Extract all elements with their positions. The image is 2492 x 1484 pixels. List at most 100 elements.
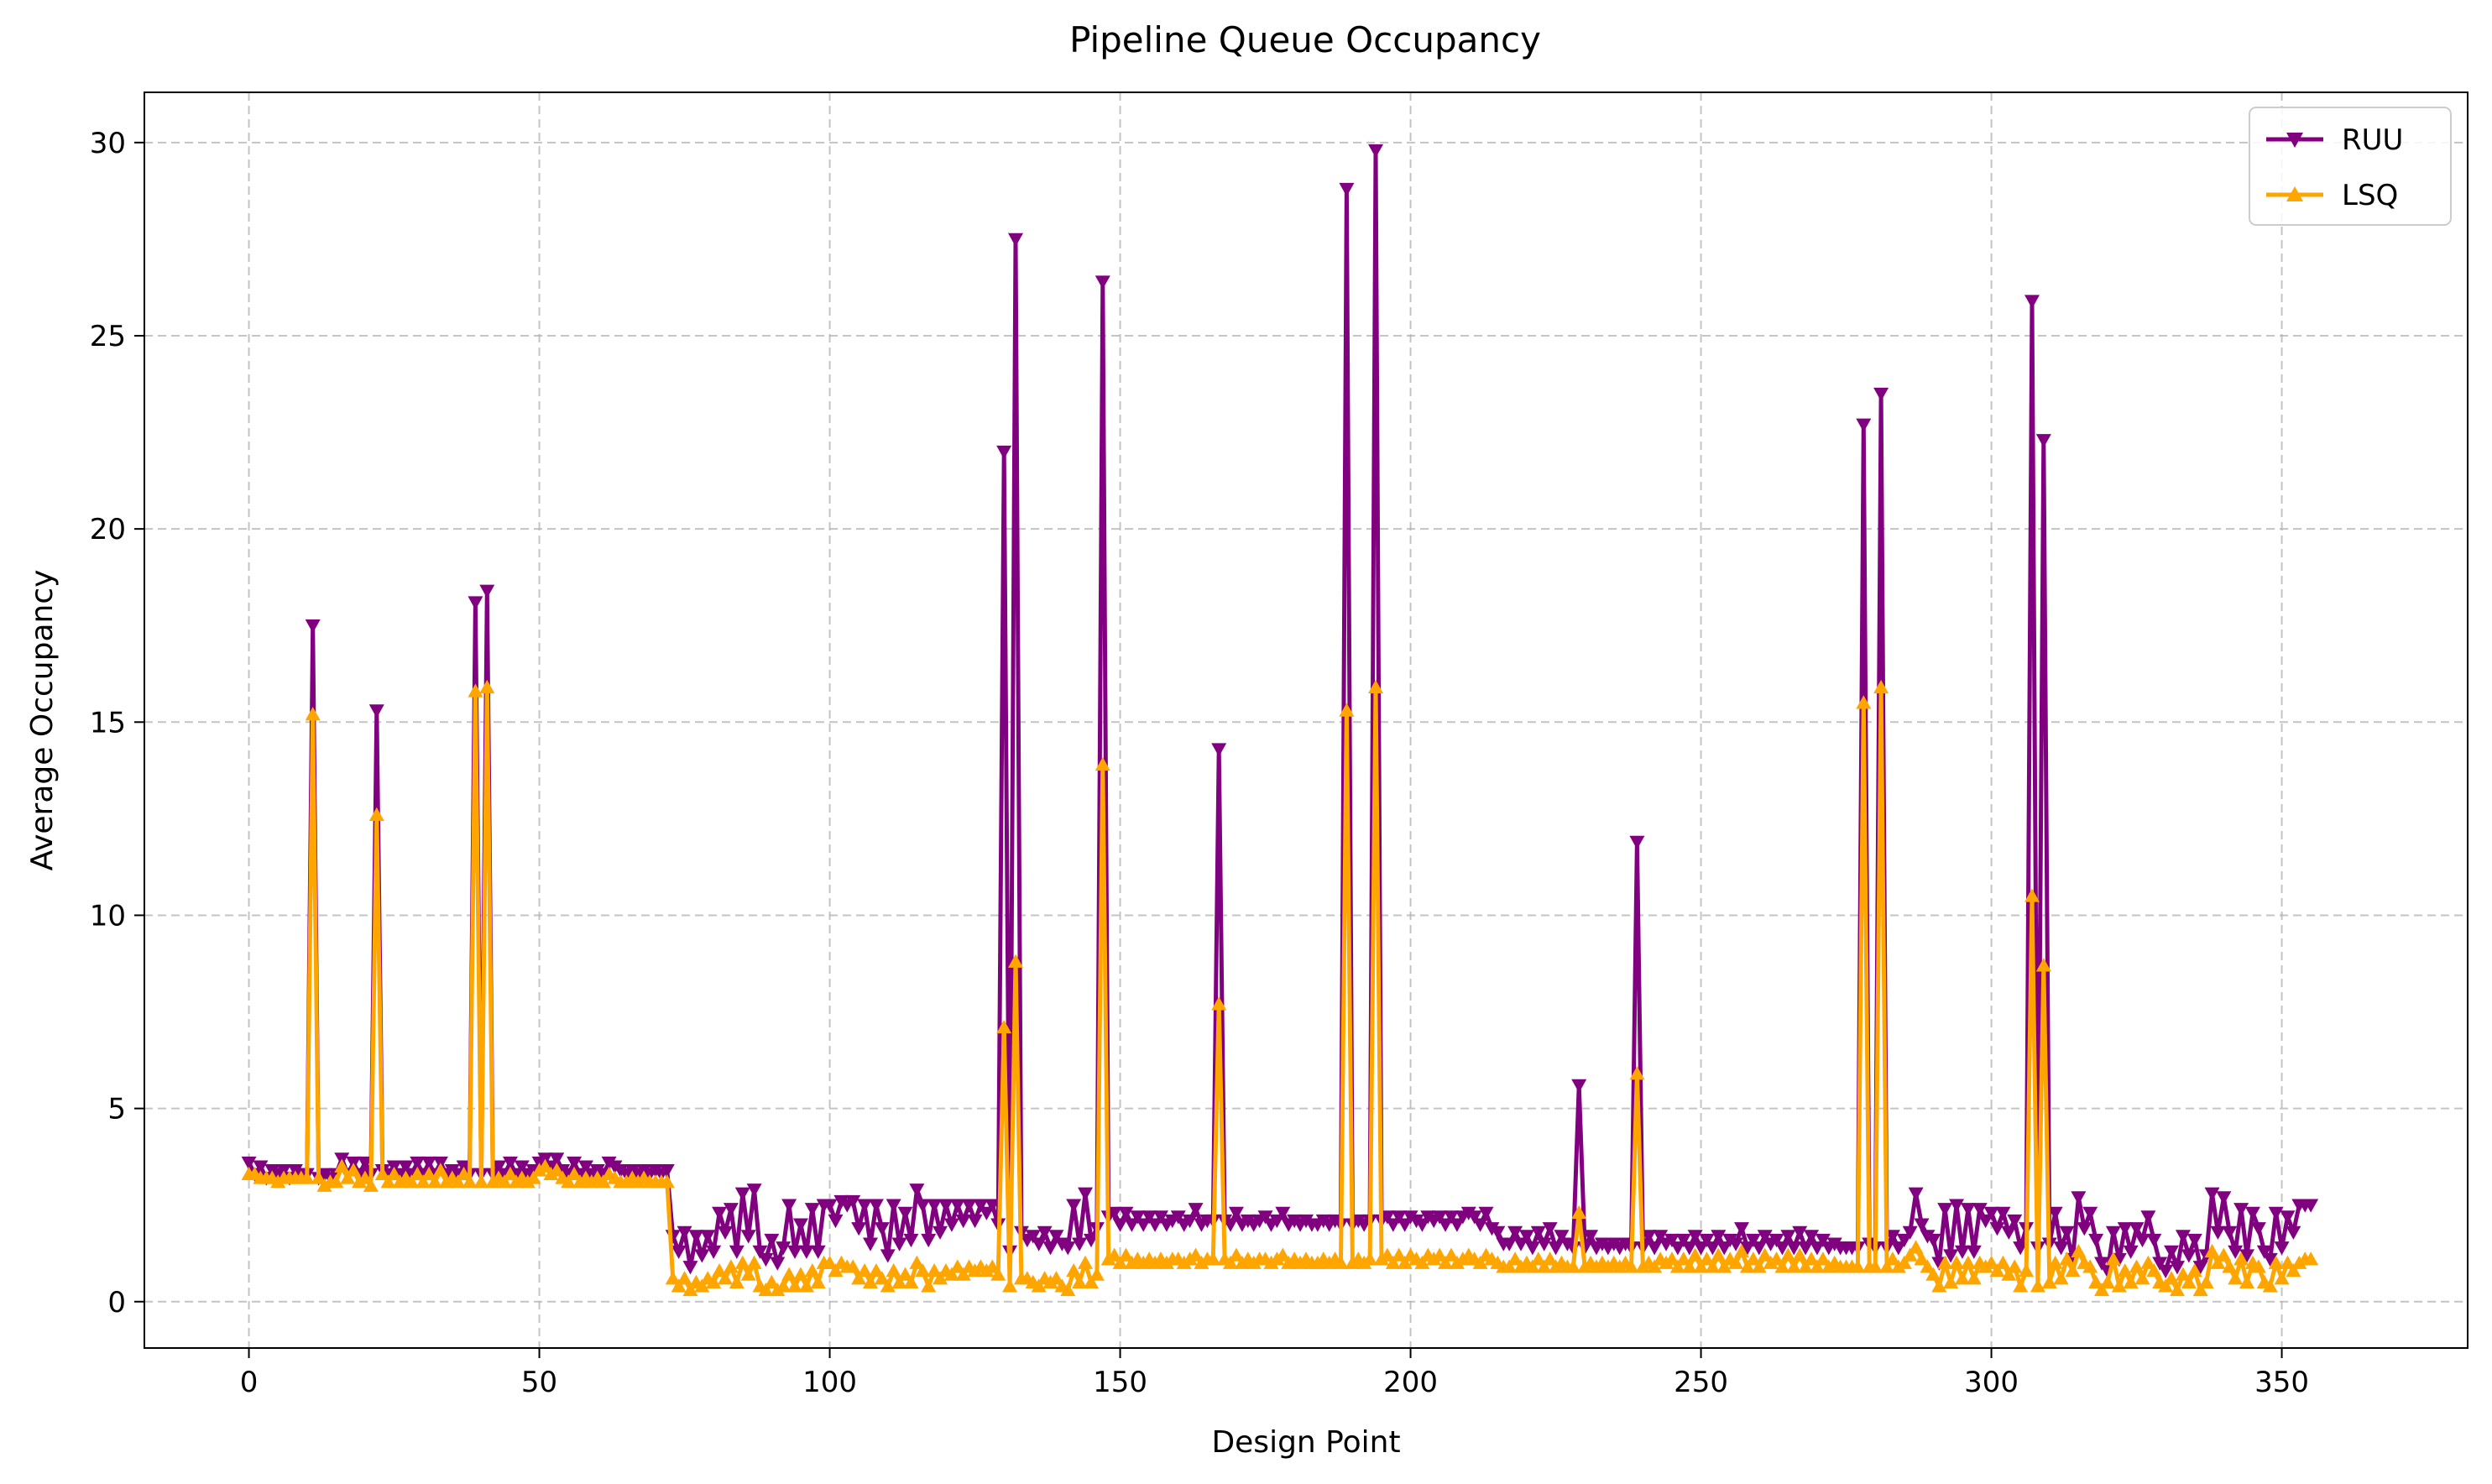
data-point-ruu — [863, 1237, 878, 1251]
data-point-ruu — [1548, 1241, 1564, 1256]
data-point-lsq — [1333, 1255, 1349, 1269]
data-point-lsq — [1711, 1247, 1727, 1262]
data-point-ruu — [1943, 1249, 1959, 1263]
series-lsq — [241, 679, 2319, 1297]
data-point-lsq — [2181, 1274, 2197, 1288]
data-point-ruu — [1653, 1230, 1669, 1244]
data-point-lsq — [1914, 1251, 1930, 1266]
data-point-ruu — [933, 1225, 948, 1240]
data-point-ruu — [2239, 1249, 2255, 1263]
data-point-lsq — [874, 1271, 890, 1285]
data-point-ruu — [1025, 1230, 1041, 1244]
data-point-ruu — [2035, 434, 2051, 448]
data-point-ruu — [943, 1218, 959, 1232]
data-point-ruu — [1379, 1210, 1395, 1225]
data-point-lsq — [2094, 1282, 2110, 1297]
data-point-lsq — [1751, 1259, 1767, 1273]
data-point-ruu — [822, 1199, 838, 1213]
data-point-lsq — [2186, 1262, 2202, 1278]
data-point-ruu — [1896, 1233, 1912, 1248]
data-point-ruu — [1792, 1225, 1808, 1240]
x-tick-label: 100 — [802, 1366, 857, 1399]
data-point-ruu — [1530, 1225, 1546, 1240]
data-point-lsq — [456, 1166, 472, 1181]
data-point-ruu — [305, 619, 321, 634]
data-point-lsq — [1228, 1247, 1244, 1262]
data-point-lsq — [1995, 1255, 2011, 1269]
data-point-ruu — [241, 1156, 257, 1171]
data-point-lsq — [2198, 1274, 2214, 1288]
data-point-ruu — [1914, 1218, 1930, 1232]
data-point-ruu — [770, 1257, 786, 1271]
x-tick-label: 200 — [1383, 1366, 1438, 1399]
data-point-lsq — [933, 1271, 948, 1285]
data-point-ruu — [1147, 1218, 1163, 1232]
data-point-ruu — [2204, 1187, 2220, 1201]
data-point-lsq — [473, 1174, 489, 1189]
data-point-ruu — [845, 1194, 861, 1210]
data-point-lsq — [1629, 1066, 1645, 1080]
data-point-lsq — [828, 1262, 844, 1278]
data-point-lsq — [1094, 756, 1110, 771]
data-point-lsq — [1856, 695, 1872, 709]
chart-title: Pipeline Queue Occupancy — [1069, 19, 1541, 60]
data-point-ruu — [1136, 1218, 1152, 1232]
data-point-lsq — [1868, 1259, 1883, 1273]
data-point-lsq — [1780, 1247, 1796, 1262]
data-point-lsq — [2099, 1274, 2115, 1288]
data-point-ruu — [1768, 1233, 1784, 1248]
data-point-lsq — [1275, 1247, 1291, 1262]
data-point-ruu — [1432, 1210, 1448, 1225]
data-point-ruu — [1153, 1210, 1168, 1225]
data-point-ruu — [1391, 1210, 1407, 1225]
data-point-ruu — [1170, 1210, 1186, 1225]
data-point-ruu — [514, 1160, 530, 1174]
data-point-lsq — [857, 1262, 873, 1278]
data-point-lsq — [2233, 1251, 2249, 1266]
data-point-lsq — [758, 1282, 774, 1297]
data-point-ruu — [659, 1164, 675, 1178]
x-tick-label: 50 — [521, 1366, 557, 1399]
data-point-lsq — [718, 1271, 733, 1285]
data-point-ruu — [1031, 1237, 1047, 1251]
data-point-lsq — [2204, 1243, 2220, 1258]
data-point-ruu — [804, 1203, 820, 1217]
data-point-lsq — [1920, 1259, 1936, 1273]
data-point-ruu — [1083, 1233, 1099, 1248]
data-point-ruu — [2140, 1210, 2156, 1225]
data-point-ruu — [2262, 1252, 2278, 1267]
data-point-ruu — [955, 1214, 971, 1229]
data-point-ruu — [2216, 1191, 2232, 1205]
data-point-ruu — [1507, 1225, 1523, 1240]
data-point-ruu — [2210, 1225, 2226, 1240]
data-point-lsq — [1705, 1259, 1721, 1273]
data-point-lsq — [897, 1267, 913, 1281]
data-point-ruu — [1681, 1241, 1697, 1256]
data-point-ruu — [1937, 1203, 1953, 1217]
data-point-lsq — [776, 1278, 791, 1293]
data-point-lsq — [1739, 1259, 1755, 1273]
data-point-lsq — [427, 1174, 442, 1189]
data-point-ruu — [938, 1199, 953, 1213]
data-point-lsq — [1745, 1251, 1761, 1266]
data-point-lsq — [561, 1174, 577, 1189]
data-point-ruu — [985, 1199, 1000, 1213]
data-point-ruu — [694, 1249, 710, 1263]
data-point-lsq — [2303, 1251, 2319, 1266]
data-point-lsq — [363, 1178, 379, 1192]
data-point-ruu — [740, 1230, 756, 1244]
data-point-ruu — [1182, 1214, 1198, 1229]
y-tick-label: 25 — [90, 320, 126, 353]
data-point-lsq — [746, 1255, 762, 1269]
data-point-lsq — [525, 1170, 541, 1184]
data-point-lsq — [927, 1262, 943, 1278]
data-point-ruu — [2129, 1222, 2145, 1236]
data-point-lsq — [2250, 1259, 2266, 1273]
data-point-ruu — [2007, 1214, 2023, 1229]
data-point-ruu — [2146, 1233, 2162, 1248]
data-point-ruu — [1542, 1222, 1558, 1236]
data-point-lsq — [305, 707, 321, 721]
data-point-ruu — [734, 1187, 750, 1201]
x-axis-label: Design Point — [1211, 1425, 1400, 1460]
data-point-lsq — [682, 1282, 698, 1297]
